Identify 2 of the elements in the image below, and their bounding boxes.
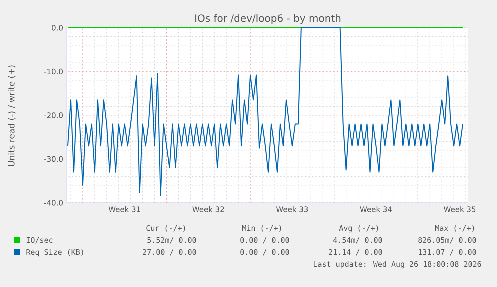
y-axis-title: Units read (-) / write (+) bbox=[8, 66, 16, 166]
chart-title: IOs for /dev/loop6 - by month bbox=[196, 14, 341, 24]
